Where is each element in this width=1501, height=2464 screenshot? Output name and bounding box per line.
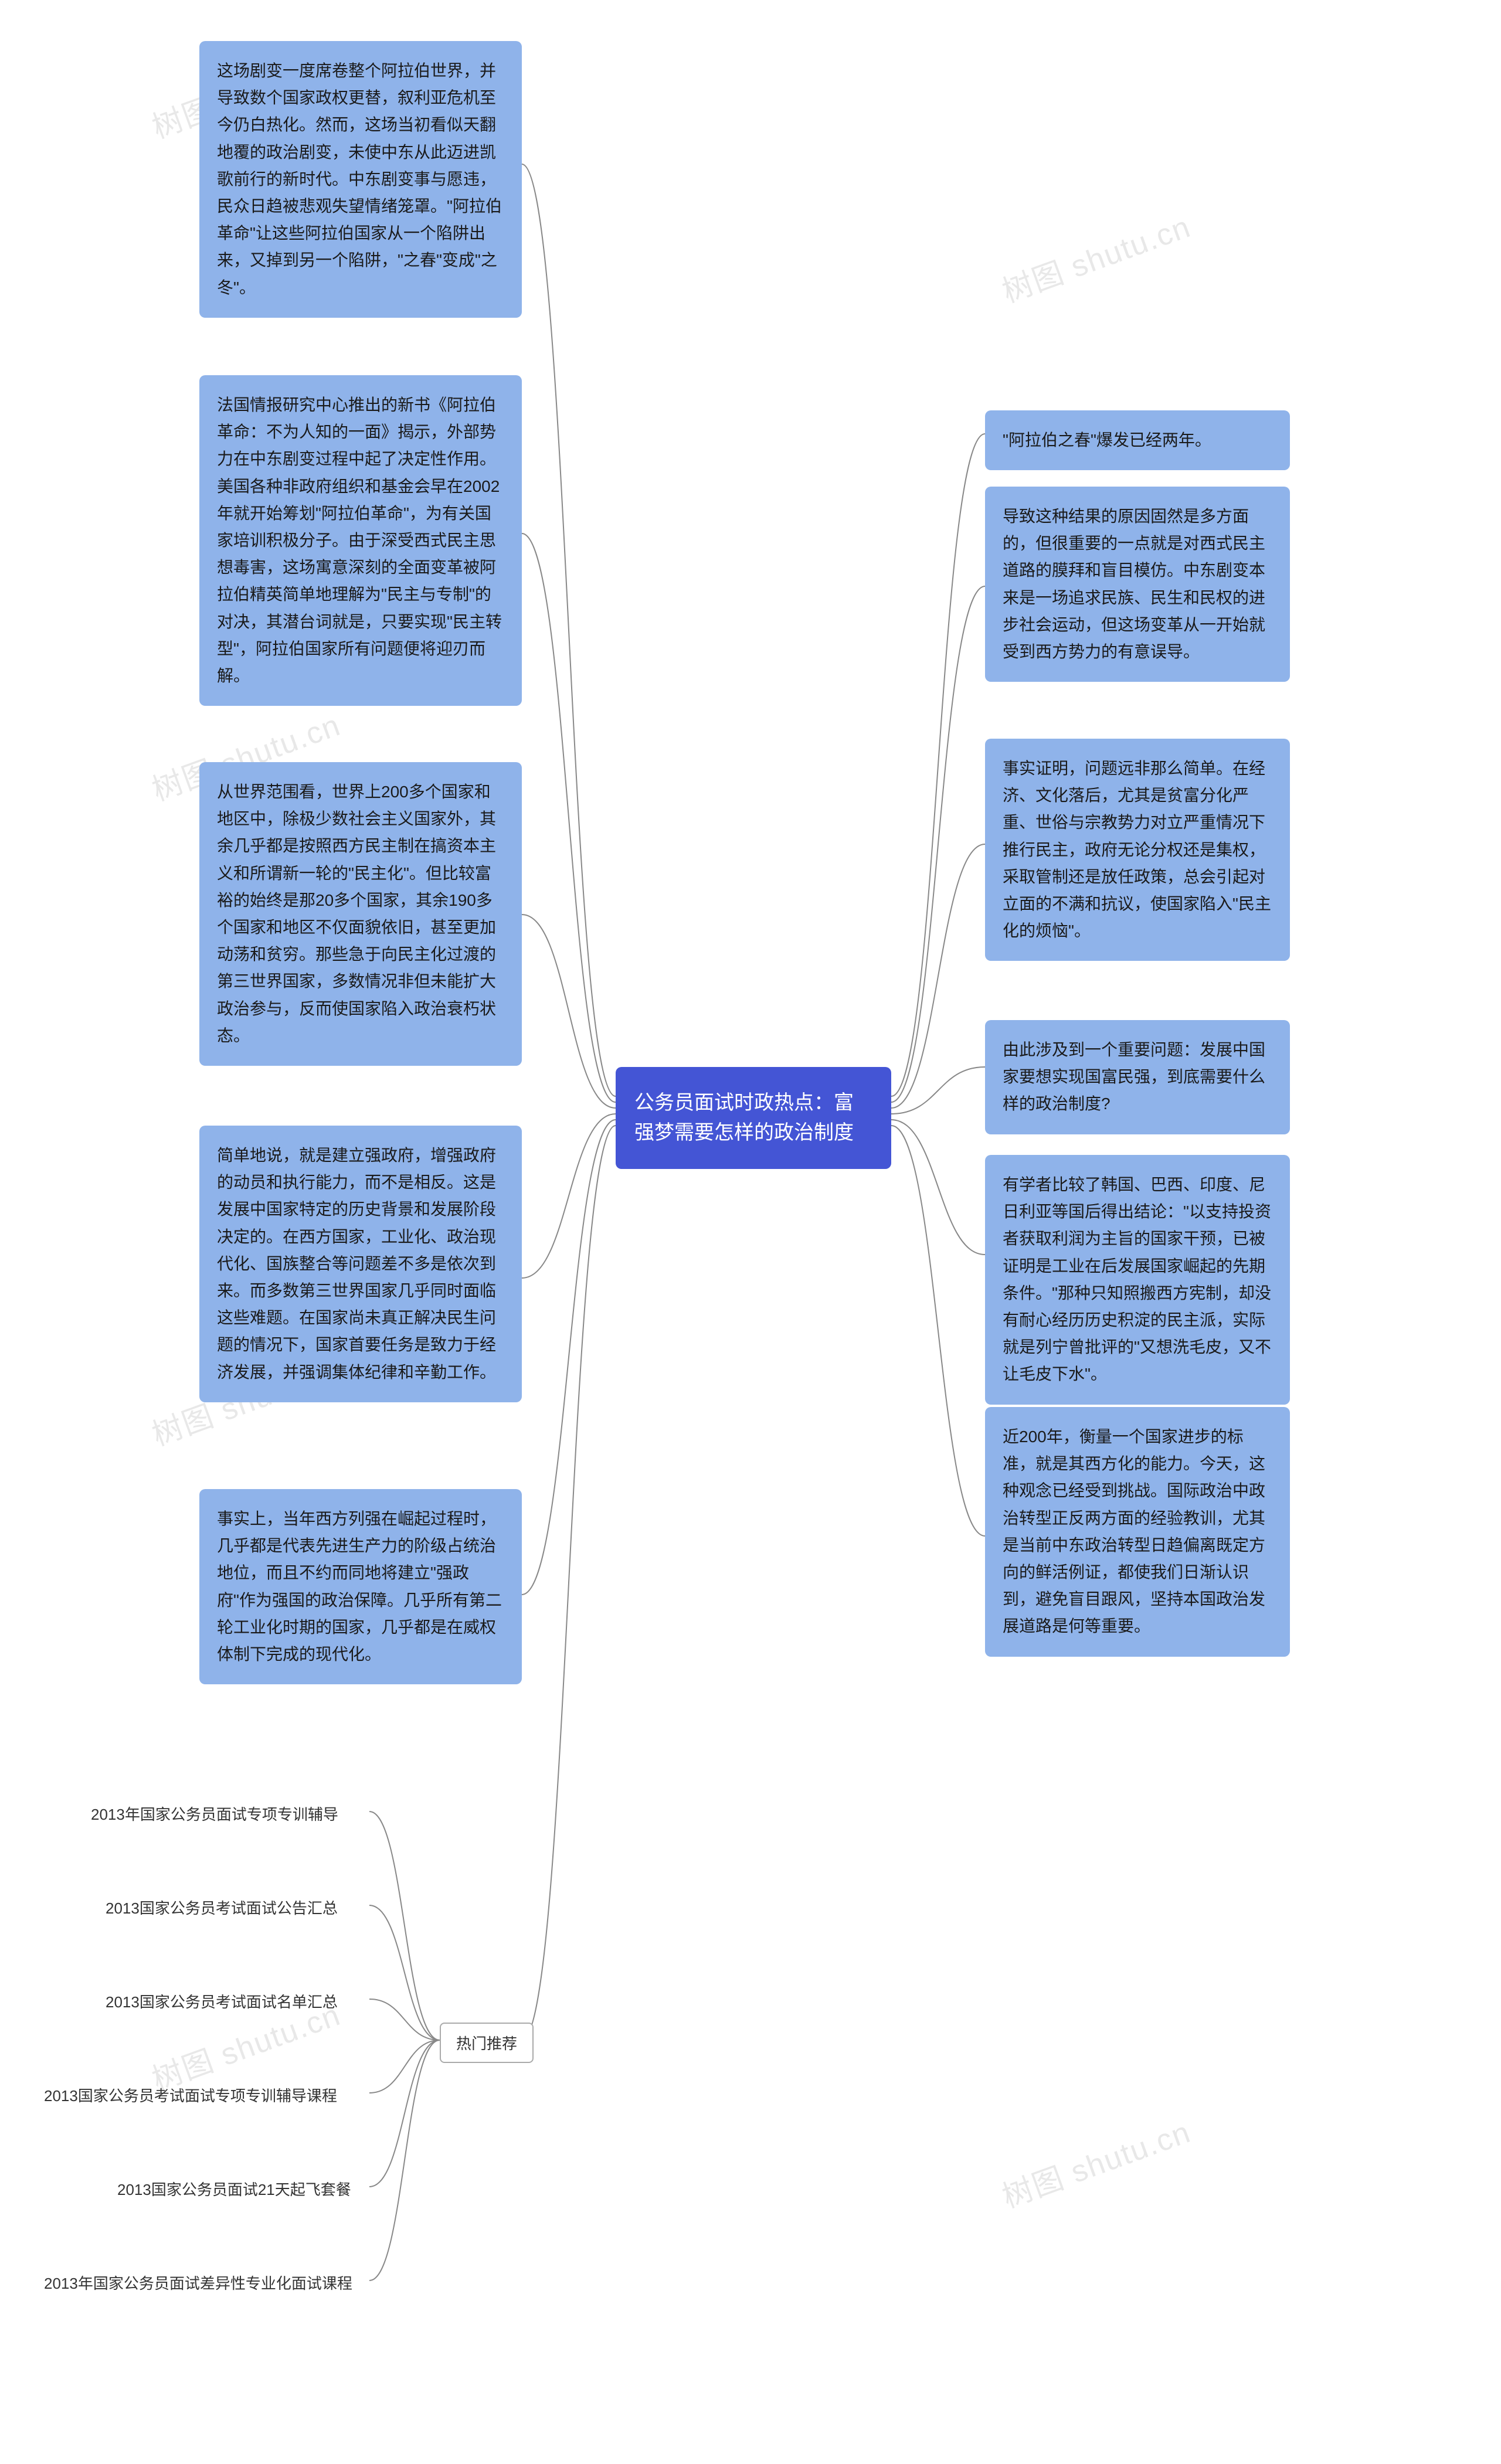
- right-node-4: 由此涉及到一个重要问题：发展中国家要想实现国富民强，到底需要什么样的政治制度?: [985, 1020, 1290, 1134]
- left-node-5: 事实上，当年西方列强在崛起过程时，几乎都是代表先进生产力的阶级占统治地位，而且不…: [199, 1489, 522, 1684]
- right-node-5: 有学者比较了韩国、巴西、印度、尼日利亚等国后得出结论："以支持投资者获取利润为主…: [985, 1155, 1290, 1405]
- right-node-3: 事实证明，问题远非那么简单。在经济、文化落后，尤其是贫富分化严重、世俗与宗教势力…: [985, 739, 1290, 961]
- hot-recommend-label: 热门推荐: [440, 2023, 534, 2063]
- hot-item-6: 2013年国家公务员面试差异性专业化面试课程: [44, 2272, 372, 2293]
- hot-item-5: 2013国家公务员面试21天起飞套餐: [117, 2178, 351, 2200]
- center-topic: 公务员面试时政热点：富强梦需要怎样的政治制度: [616, 1067, 891, 1169]
- watermark: 树图 shutu.cn: [995, 2108, 1196, 2217]
- right-node-2: 导致这种结果的原因固然是多方面的，但很重要的一点就是对西式民主道路的膜拜和盲目模…: [985, 487, 1290, 682]
- hot-item-1: 2013年国家公务员面试专项专训辅导: [91, 1803, 338, 1824]
- left-node-3: 从世界范围看，世界上200多个国家和地区中，除极少数社会主义国家外，其余几乎都是…: [199, 762, 522, 1066]
- hot-item-3: 2013国家公务员考试面试名单汇总: [106, 1990, 338, 2012]
- watermark: 树图 shutu.cn: [995, 202, 1196, 311]
- left-node-4: 简单地说，就是建立强政府，增强政府的动员和执行能力，而不是相反。这是发展中国家特…: [199, 1126, 522, 1402]
- right-node-6: 近200年，衡量一个国家进步的标准，就是其西方化的能力。今天，这种观念已经受到挑…: [985, 1407, 1290, 1657]
- left-node-1: 这场剧变一度席卷整个阿拉伯世界，并导致数个国家政权更替，叙利亚危机至今仍白热化。…: [199, 41, 522, 318]
- hot-item-4: 2013国家公务员考试面试专项专训辅导课程: [44, 2084, 337, 2106]
- left-node-2: 法国情报研究中心推出的新书《阿拉伯革命：不为人知的一面》揭示，外部势力在中东剧变…: [199, 375, 522, 706]
- hot-item-2: 2013国家公务员考试面试公告汇总: [106, 1897, 338, 1918]
- right-node-1: "阿拉伯之春"爆发已经两年。: [985, 410, 1290, 470]
